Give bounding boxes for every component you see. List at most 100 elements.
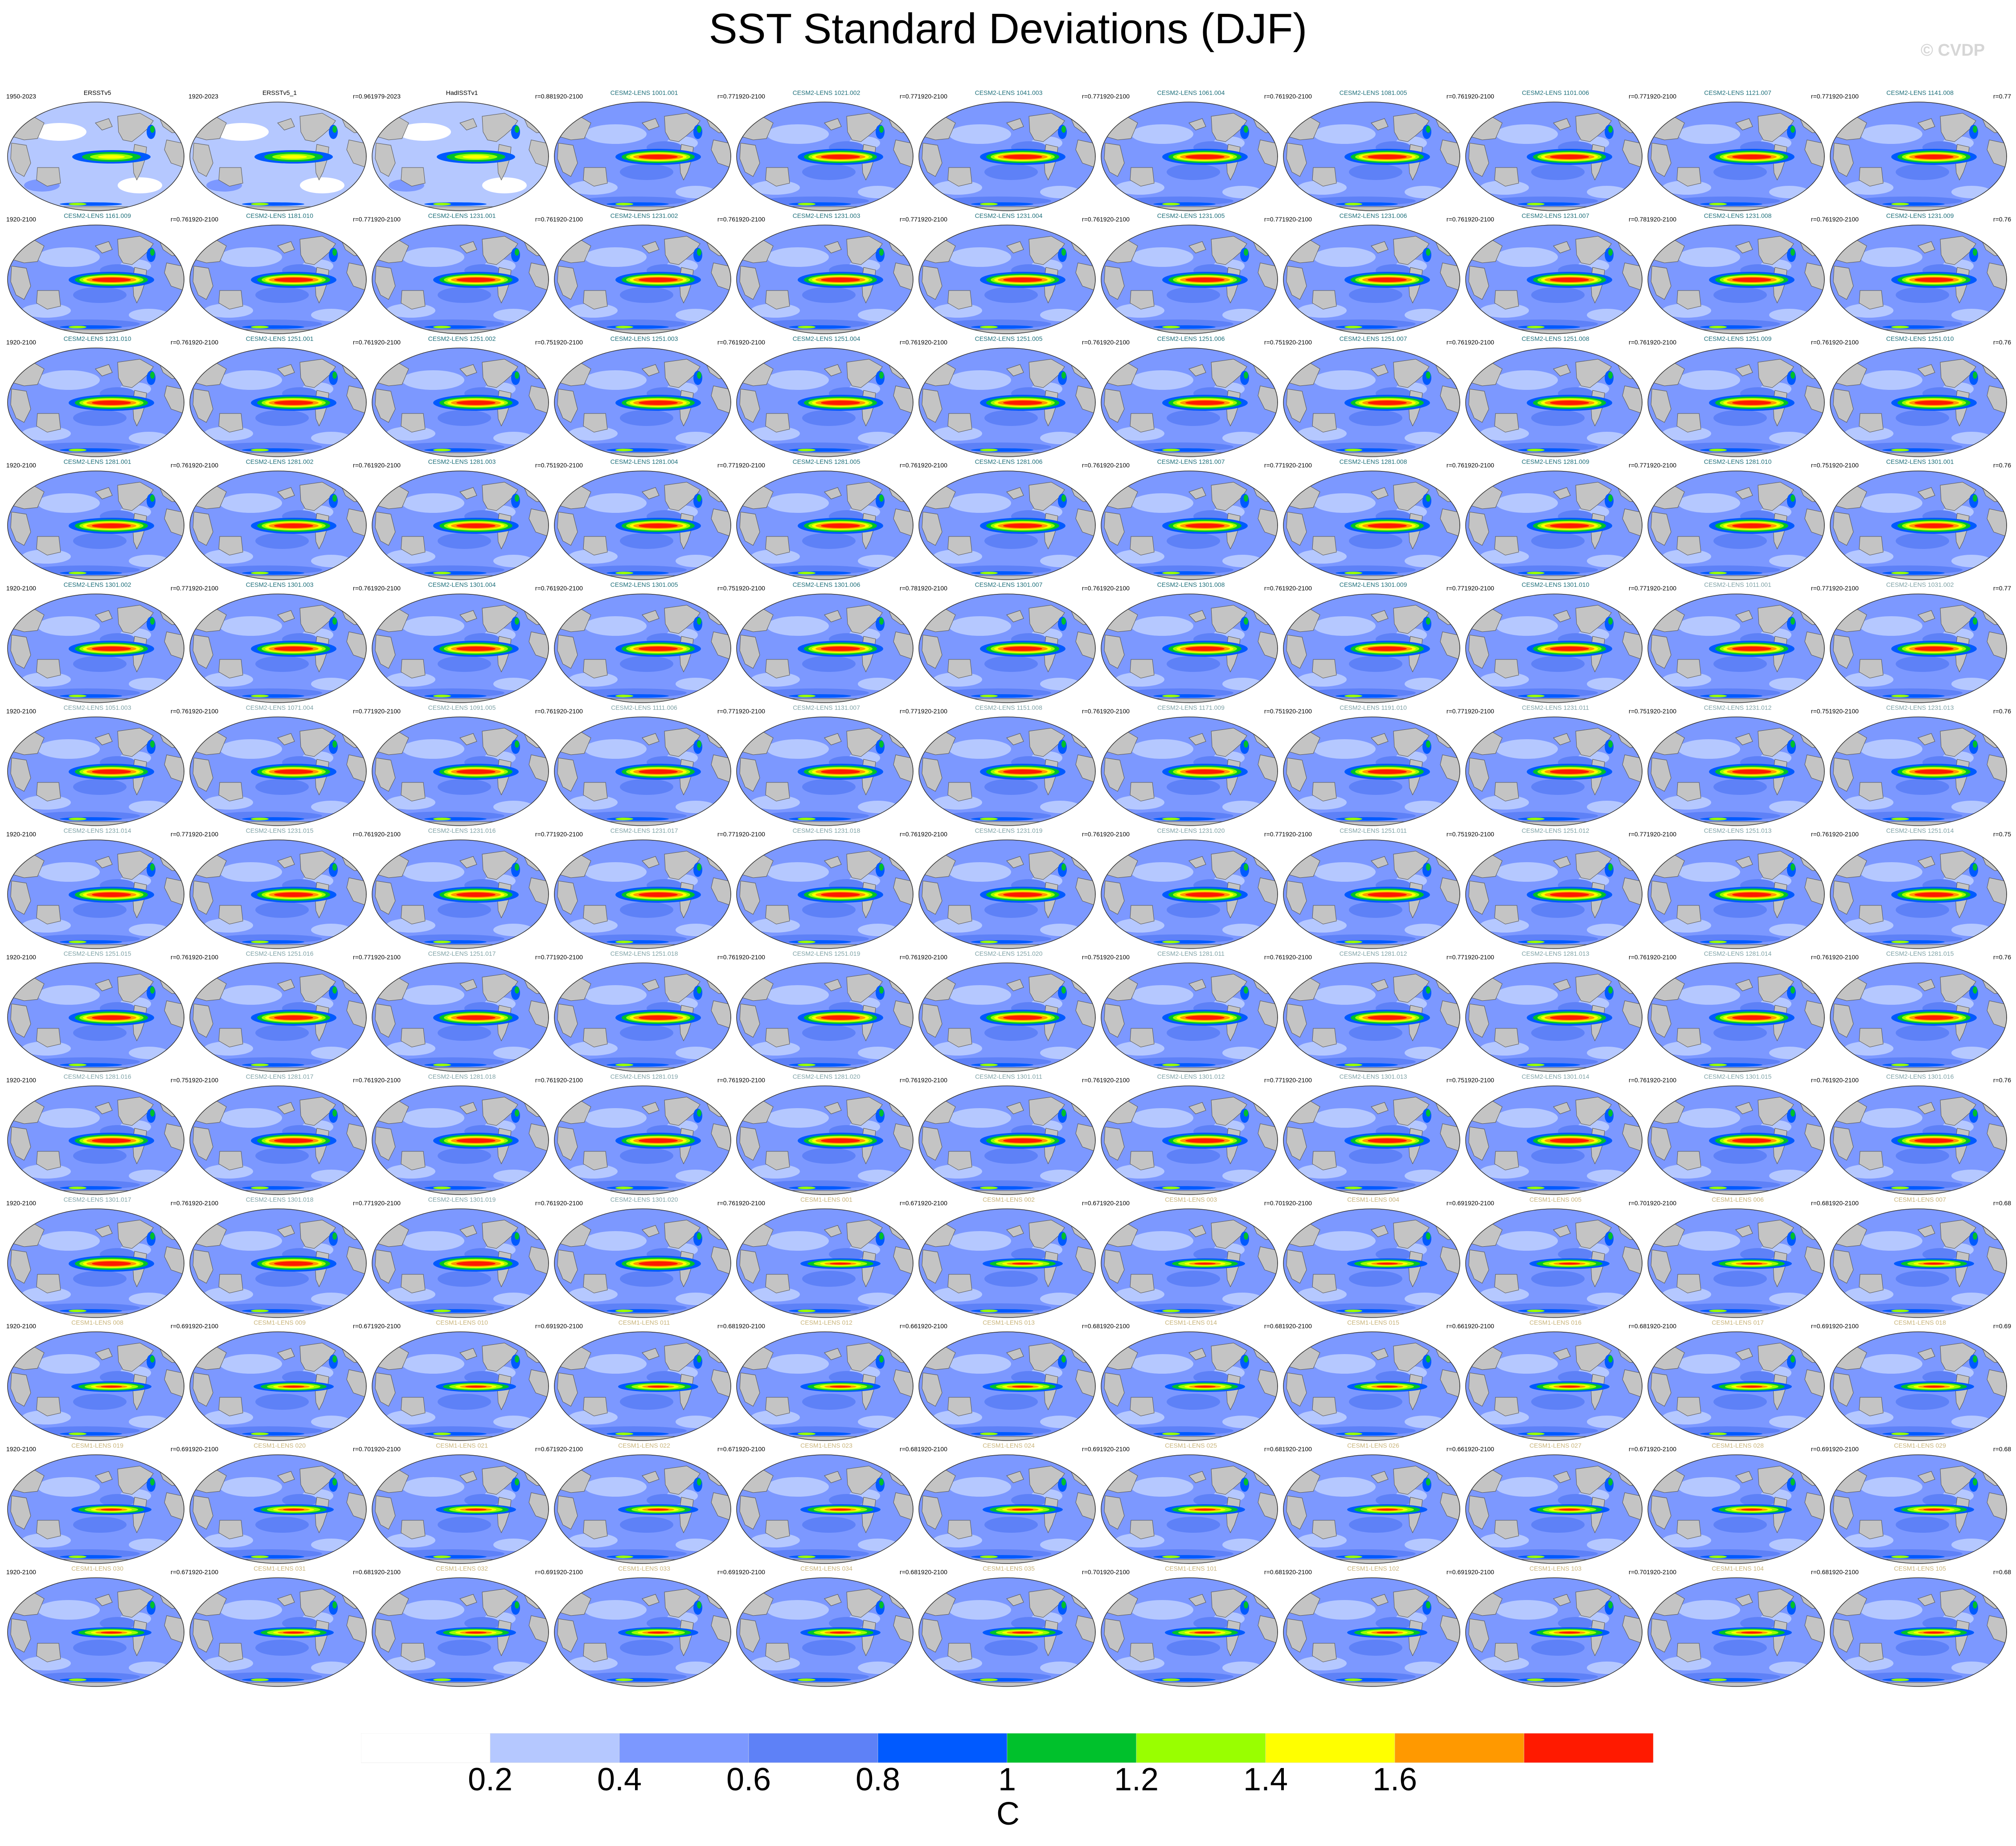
ocean-patch xyxy=(1844,180,1893,195)
map-outline xyxy=(189,225,367,334)
panel-name: CESM1-LENS 002 xyxy=(983,1196,1035,1203)
sst-std-map xyxy=(918,1577,1096,1687)
ocean-patch xyxy=(766,616,829,636)
sst-std-map xyxy=(372,594,549,703)
land-mass xyxy=(1101,1682,1278,1686)
ocean-hotspot xyxy=(1973,1478,1977,1486)
land-mass xyxy=(737,575,913,580)
ocean-hotspot xyxy=(1426,741,1430,748)
land-mass xyxy=(1466,1190,1642,1195)
panel-correlation: r=0.76 xyxy=(535,585,553,592)
land-mass xyxy=(919,1559,1095,1564)
land-mass xyxy=(117,359,154,388)
panel-correlation: r=0.76 xyxy=(717,339,735,346)
ocean-hotspot xyxy=(1244,249,1248,256)
ocean-hotspot xyxy=(515,986,519,994)
ocean-patch xyxy=(73,1025,127,1041)
map-panel: 1920-2100 CESM1-LENS 028 r=0.69 xyxy=(1647,1442,1829,1565)
panel-name: CESM2-LENS 1281.019 xyxy=(610,1073,678,1080)
sst-std-map xyxy=(1830,716,2007,826)
map-panel: 1920-2100 CESM2-LENS 1251.002 r=0.75 xyxy=(371,335,553,458)
ocean-patch xyxy=(73,1517,127,1533)
map-panel: 1920-2100 CESM2-LENS 1281.008 r=0.76 xyxy=(1282,458,1464,581)
ocean-patch xyxy=(1496,739,1558,759)
land-mass xyxy=(95,364,113,377)
panel-correlation: r=0.76 xyxy=(899,831,918,838)
land-mass xyxy=(8,1067,184,1072)
enso-band xyxy=(1003,647,1042,651)
enso-band xyxy=(1377,1508,1398,1511)
sst-std-map xyxy=(1101,1454,1278,1564)
ocean-hotspot xyxy=(1244,126,1248,133)
land-mass xyxy=(375,389,396,423)
panel-name: CESM2-LENS 1121.007 xyxy=(1704,89,1771,96)
land-mass xyxy=(1371,241,1389,254)
map-panel: 1920-2100 CESM1-LENS 008 r=0.69 xyxy=(6,1319,188,1442)
map-panel: 1920-2100 CESM2-LENS 1301.007 r=0.76 xyxy=(918,581,1100,704)
ocean-patch xyxy=(37,862,100,882)
panel-header: 1920-2100 CESM2-LENS 1181.010 r=0.77 xyxy=(188,212,371,225)
sst-std-map xyxy=(918,1331,1096,1441)
ocean-patch xyxy=(73,287,127,303)
land-mass xyxy=(737,452,913,457)
enso-band xyxy=(1368,524,1407,528)
enso-band xyxy=(1185,278,1225,282)
land-mass xyxy=(1466,452,1642,457)
enso-band xyxy=(274,524,313,528)
ocean-patch xyxy=(438,1271,491,1287)
ocean-patch xyxy=(1678,1354,1740,1374)
map-outline xyxy=(1283,225,1460,334)
land-mass xyxy=(1575,236,1612,265)
ocean-patch xyxy=(1662,303,1711,318)
panel-name: CESM2-LENS 1301.006 xyxy=(792,581,860,588)
panel-name: CESM1-LENS 021 xyxy=(436,1442,488,1449)
panel-correlation: r=0.66 xyxy=(899,1322,918,1330)
map-panel: 1920-2100 CESM2-LENS 1231.020 r=0.77 xyxy=(1100,827,1282,950)
panel-name: CESM2-LENS 1301.002 xyxy=(63,581,131,588)
map-panel: 1920-2100 CESM2-LENS 1251.006 r=0.75 xyxy=(1100,335,1282,458)
ocean-patch xyxy=(584,247,647,267)
ocean-hotspot xyxy=(1891,203,1909,205)
map-panel: 1920-2100 CESM2-LENS 1301.010 r=0.77 xyxy=(1464,581,1647,704)
sst-std-map xyxy=(918,839,1096,949)
sst-std-map xyxy=(1101,1577,1278,1687)
sst-std-map xyxy=(1283,1331,1460,1441)
ocean-patch xyxy=(1860,1477,1922,1497)
enso-band xyxy=(456,524,496,528)
sst-std-map xyxy=(189,716,367,826)
enso-band xyxy=(1185,892,1225,897)
enso-band xyxy=(1741,1508,1762,1511)
sst-std-map xyxy=(7,1331,184,1441)
land-mass xyxy=(1466,1682,1642,1686)
ocean-hotspot xyxy=(332,1355,337,1363)
sst-std-map xyxy=(918,1454,1096,1564)
map-panel: 1920-2100 CESM2-LENS 1231.007 r=0.78 xyxy=(1464,212,1647,335)
ocean-patch xyxy=(220,739,282,759)
panel-name: CESM2-LENS 1041.003 xyxy=(975,89,1043,96)
ocean-hotspot xyxy=(1527,818,1545,820)
ocean-patch xyxy=(1167,287,1220,303)
watermark: © CVDP xyxy=(1921,41,1985,60)
sst-std-map xyxy=(372,1085,549,1195)
map-outline xyxy=(1830,225,2007,334)
ocean-hotspot xyxy=(1244,986,1248,994)
sst-std-map xyxy=(189,225,367,334)
ocean-hotspot xyxy=(980,1678,998,1681)
ocean-hotspot xyxy=(1608,372,1613,379)
ocean-patch xyxy=(1860,1354,1922,1374)
ocean-hotspot xyxy=(515,1601,519,1609)
panel-name: CESM2-LENS 1231.009 xyxy=(1886,212,1954,219)
ocean-hotspot xyxy=(879,1478,884,1486)
land-mass xyxy=(947,290,972,310)
enso-band xyxy=(647,1508,669,1511)
ocean-patch xyxy=(620,779,673,795)
panel-name: CESM2-LENS 1281.009 xyxy=(1521,458,1590,465)
ocean-hotspot xyxy=(1162,1678,1180,1681)
enso-band xyxy=(274,647,313,651)
enso-band xyxy=(1923,1262,1945,1265)
land-mass xyxy=(218,413,243,433)
ocean-hotspot xyxy=(332,741,337,748)
map-panel: 1979-2023 HadISSTv1 r=0.88 xyxy=(371,89,553,212)
panel-name: CESM1-LENS 025 xyxy=(1165,1442,1217,1449)
ocean-patch xyxy=(620,410,673,426)
